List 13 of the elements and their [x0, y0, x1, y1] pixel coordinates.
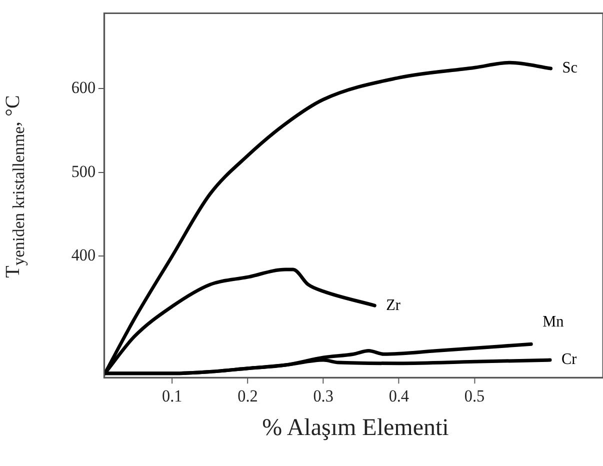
x-tick-label: 0.2	[238, 386, 258, 406]
series-label: Cr	[561, 350, 578, 368]
x-tick-label: 0.4	[388, 386, 410, 406]
y-tick-label: 600	[71, 78, 96, 98]
series-label: Zr	[386, 296, 402, 314]
x-tick-label: 0.5	[464, 386, 485, 406]
y-tick-label: 400	[71, 245, 96, 265]
x-tick-label: 0.3	[313, 386, 334, 406]
x-tick-label: 0.1	[162, 386, 182, 406]
y-tick-label: 500	[71, 161, 96, 181]
x-axis-title: % Alaşım Elementi	[261, 415, 450, 442]
series-label: Sc	[562, 59, 578, 77]
series-label: Mn	[542, 312, 564, 330]
